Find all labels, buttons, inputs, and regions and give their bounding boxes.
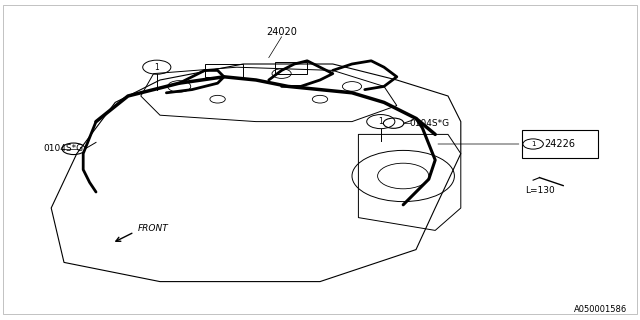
Text: 24020: 24020 [266, 27, 297, 37]
Text: A050001586: A050001586 [574, 305, 627, 314]
Text: L=130: L=130 [525, 186, 554, 195]
Text: FRONT: FRONT [138, 224, 168, 233]
Text: 0104S*G: 0104S*G [44, 144, 84, 153]
Text: 1: 1 [378, 117, 383, 126]
Text: 1: 1 [531, 141, 536, 147]
Text: 1: 1 [154, 63, 159, 72]
Text: 24226: 24226 [545, 139, 575, 149]
Text: 0104S*G: 0104S*G [410, 119, 450, 128]
